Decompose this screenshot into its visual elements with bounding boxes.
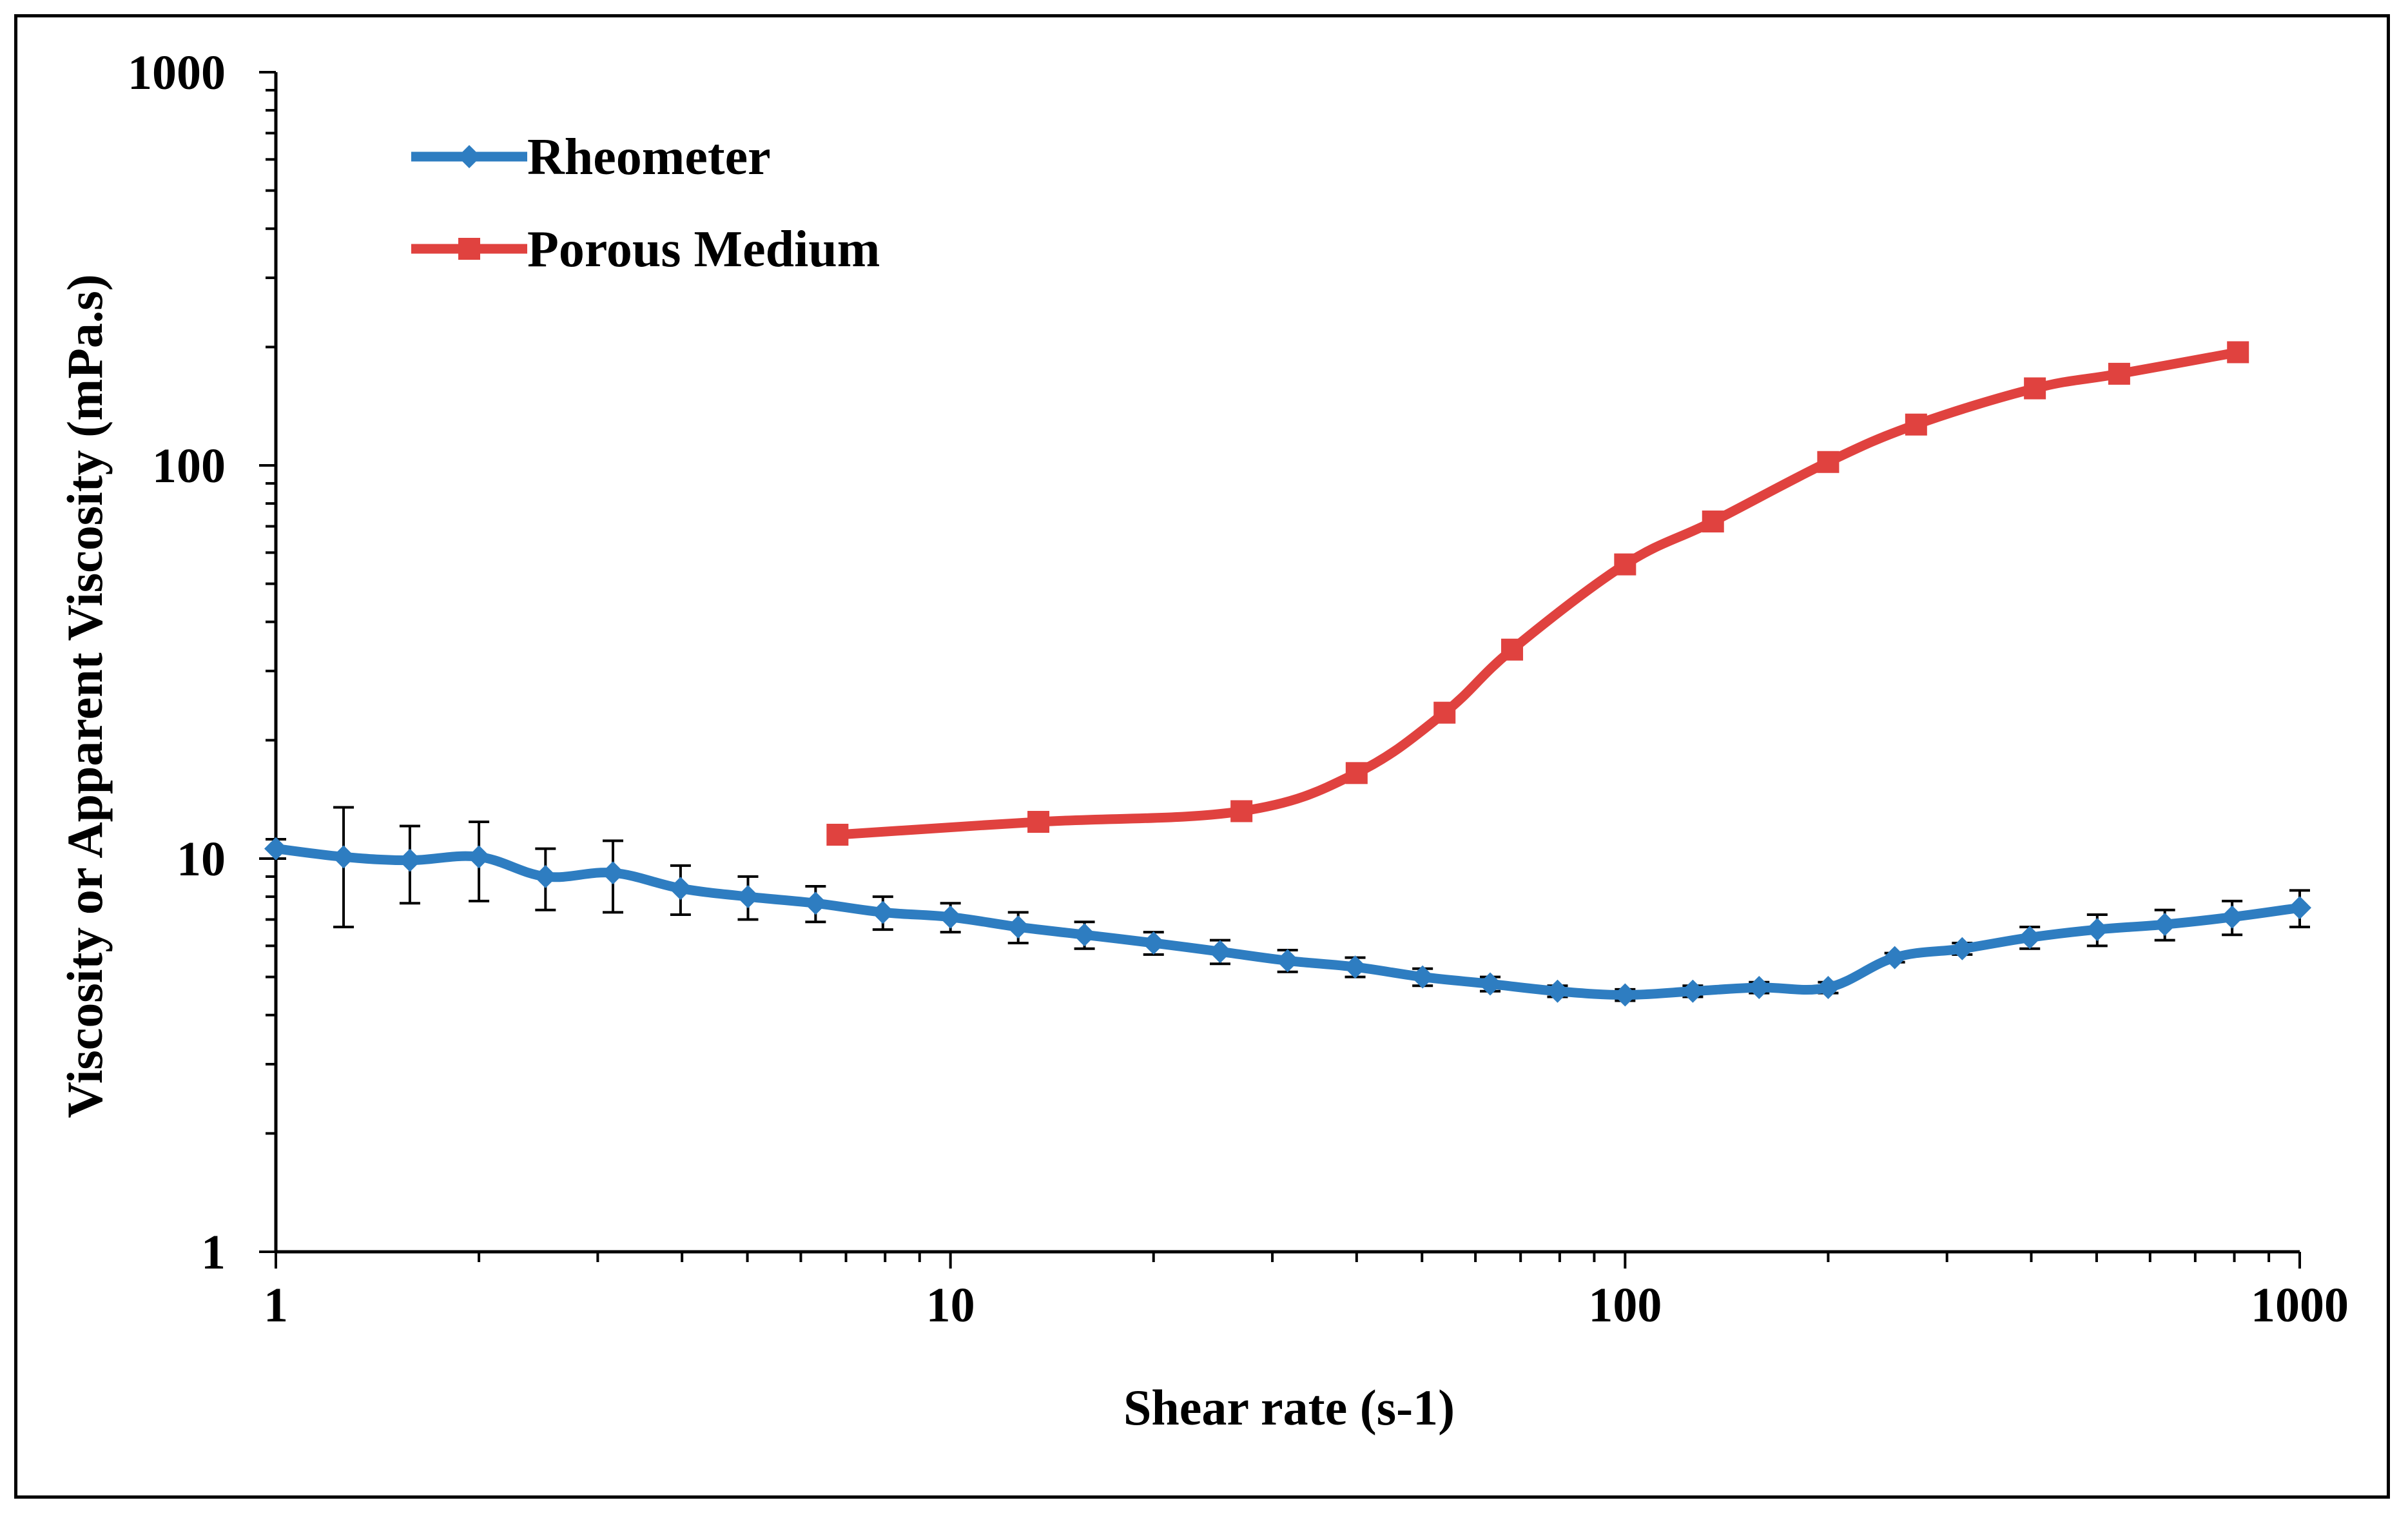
y-tick-label: 1000 [128,46,226,100]
data-point-diamond [2220,905,2244,929]
data-point-square [1905,413,1927,436]
legend-item-rheometer: Rheometer [411,129,771,186]
data-point-diamond [871,900,895,924]
series-rheometer [264,806,2311,1007]
data-point-square [1433,701,1456,724]
x-tick-label: 1 [264,1278,288,1332]
data-point-diamond [668,877,692,900]
data-point-diamond [332,845,356,869]
x-axis-title: Shear rate (s-1) [1123,1379,1455,1435]
data-point-diamond [1681,979,1705,1003]
legend-label: Porous Medium [527,221,880,278]
data-point-diamond [1613,983,1637,1007]
series-layer [264,341,2311,1007]
data-point-diamond [398,848,422,872]
data-point-diamond [1883,946,1907,969]
series-porous-medium [826,341,2249,846]
data-point-diamond [2153,913,2177,937]
legend-marker [458,145,481,168]
legend: Rheometer Porous Medium [411,129,880,278]
x-tick-label: 1000 [2251,1278,2349,1332]
data-point-diamond [2085,918,2109,942]
y-tick-label: 100 [152,439,226,493]
labels: 1 10 100 1000 1 10 100 1000 [128,46,2349,1332]
data-point-diamond [1343,955,1367,979]
data-point-diamond [804,891,828,915]
data-point-square [2024,377,2046,400]
data-point-square [1027,811,1050,833]
data-point-diamond [2288,896,2311,920]
data-point-diamond [1006,915,1030,939]
data-point-diamond [1747,976,1771,1000]
y-axis-title: Viscosity or Apparent Viscosity (mPa.s) [57,274,113,1118]
data-point-diamond [601,861,625,885]
data-point-square [1702,511,1724,533]
data-point-diamond [2018,926,2042,949]
y-tick-label: 1 [201,1225,226,1280]
legend-marker [458,238,480,260]
data-point-diamond [1546,979,1569,1003]
axes [259,71,2301,1269]
data-point-diamond [1950,937,1974,960]
y-tick-label: 10 [177,832,226,886]
data-point-diamond [1073,923,1096,947]
data-point-square [1230,800,1253,822]
data-point-square [1345,762,1368,784]
data-point-square [1501,638,1524,661]
data-point-diamond [534,864,558,888]
data-point-square [1614,553,1636,576]
data-point-diamond [736,885,760,909]
data-point-square [1817,451,1840,473]
data-point-diamond [1276,949,1299,973]
data-point-diamond [467,845,491,869]
data-point-square [2227,341,2249,364]
x-tick-label: 10 [926,1278,975,1332]
data-point-diamond [1816,976,1840,1000]
data-point-diamond [264,837,287,861]
data-point-diamond [1141,931,1165,955]
data-point-diamond [938,905,962,929]
data-point-diamond [1208,940,1232,964]
x-tick-label: 100 [1588,1278,1662,1332]
series-line-porous-medium [832,347,2243,840]
data-point-square [2108,362,2130,385]
data-point-diamond [1411,965,1435,989]
legend-label: Rheometer [527,129,771,186]
data-point-square [826,823,849,846]
legend-item-porous-medium: Porous Medium [411,221,880,278]
data-point-diamond [1479,972,1502,996]
